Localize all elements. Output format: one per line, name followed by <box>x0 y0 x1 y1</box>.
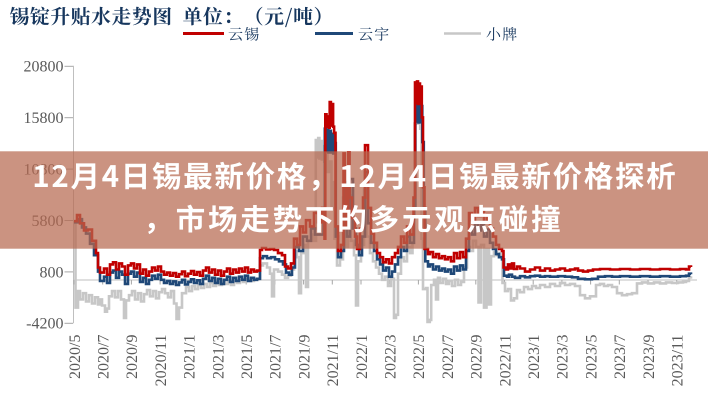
svg-text:2020/9: 2020/9 <box>124 335 141 379</box>
svg-text:2020/7: 2020/7 <box>96 335 113 379</box>
svg-text:2022/5: 2022/5 <box>411 335 428 379</box>
svg-text:2021/1: 2021/1 <box>182 335 199 379</box>
svg-text:-4200: -4200 <box>26 316 63 333</box>
svg-text:2023/11: 2023/11 <box>670 335 687 387</box>
svg-text:2021/3: 2021/3 <box>210 335 227 379</box>
svg-text:2021/9: 2021/9 <box>296 335 313 379</box>
svg-text:15800: 15800 <box>24 110 64 127</box>
svg-text:800: 800 <box>40 264 64 281</box>
svg-text:20800: 20800 <box>24 59 64 76</box>
svg-text:2021/7: 2021/7 <box>268 335 285 379</box>
svg-text:2022/11: 2022/11 <box>497 335 514 387</box>
svg-text:2021/5: 2021/5 <box>239 335 256 379</box>
svg-text:2022/9: 2022/9 <box>469 335 486 379</box>
svg-text:2021/11: 2021/11 <box>325 335 342 387</box>
svg-text:2023/9: 2023/9 <box>641 335 658 379</box>
svg-text:2020/5: 2020/5 <box>67 335 84 379</box>
svg-text:2023/7: 2023/7 <box>612 335 629 379</box>
svg-text:2020/11: 2020/11 <box>153 335 170 387</box>
svg-text:2023/5: 2023/5 <box>583 335 600 379</box>
svg-text:2022/7: 2022/7 <box>440 335 457 379</box>
svg-text:2022/1: 2022/1 <box>354 335 371 379</box>
svg-text:2023/1: 2023/1 <box>526 335 543 379</box>
svg-text:2023/3: 2023/3 <box>555 335 572 379</box>
svg-text:2022/3: 2022/3 <box>383 335 400 379</box>
